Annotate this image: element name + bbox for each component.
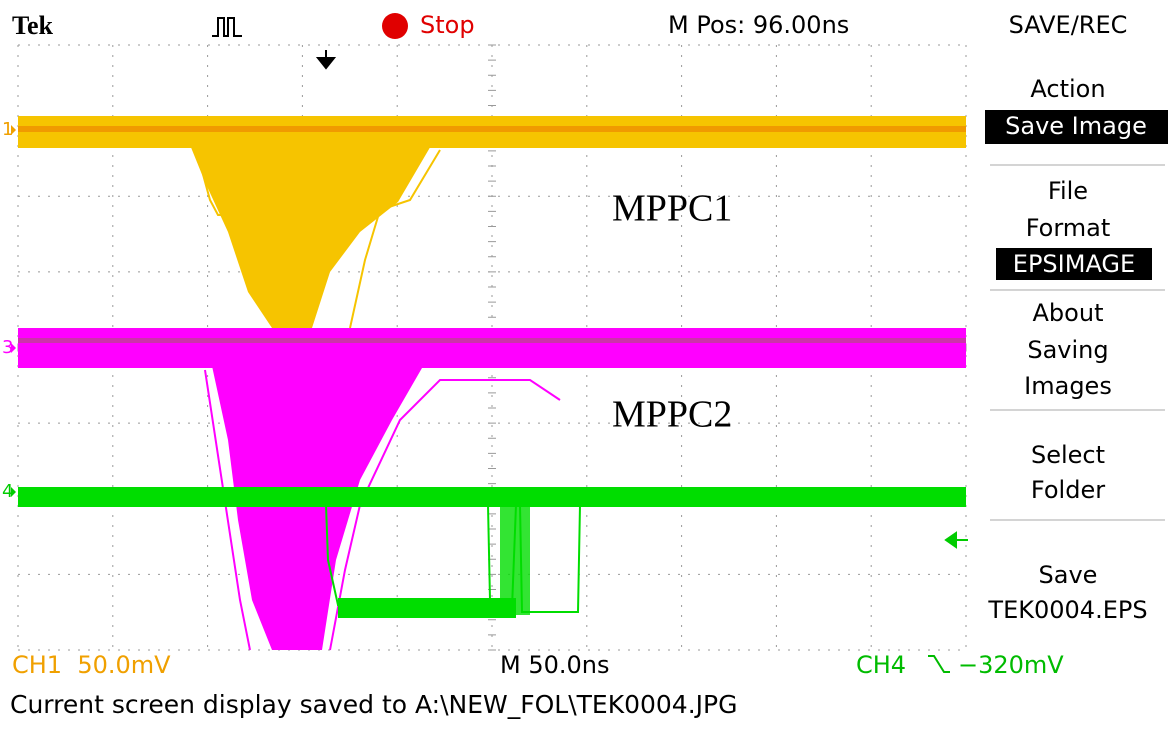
menu-label: Images (1024, 372, 1112, 400)
timebase: M 50.0ns (500, 651, 610, 679)
scope-screen: 1 3 4 MPPC1 MPPC2 Tek Stop M Pos: 96.00n… (0, 0, 1170, 731)
menu-label: File (1048, 177, 1088, 205)
menu-title: SAVE/REC (1009, 11, 1128, 39)
annotation: MPPC2 (612, 394, 732, 436)
menu-label: About (1033, 299, 1104, 327)
menu-label: Save (1039, 561, 1098, 589)
brand: Tek (12, 11, 53, 40)
ch4-trigger-level: −320mV (958, 651, 1064, 679)
menu-label: Select (1031, 441, 1105, 469)
horizontal-position: M Pos: 96.00ns (668, 11, 849, 39)
ch1-scale: CH1 50.0mV (12, 651, 171, 679)
status-message: Current screen display saved to A:\NEW_F… (10, 690, 737, 719)
annotation: MPPC1 (612, 188, 732, 230)
menu-value: Save Image (1005, 112, 1147, 140)
ch4-label: CH4 (856, 651, 906, 679)
menu-label: Saving (1027, 336, 1108, 364)
run-state: Stop (420, 11, 475, 39)
menu-value: EPSIMAGE (1013, 250, 1135, 278)
menu-label: TEK0004.EPS (987, 596, 1147, 624)
about-button[interactable]: About Saving Images (1024, 299, 1112, 400)
run-state-icon (382, 13, 408, 39)
menu-label: Folder (1031, 476, 1105, 504)
menu-label: Format (1026, 214, 1111, 242)
menu-label: Action (1030, 75, 1105, 103)
